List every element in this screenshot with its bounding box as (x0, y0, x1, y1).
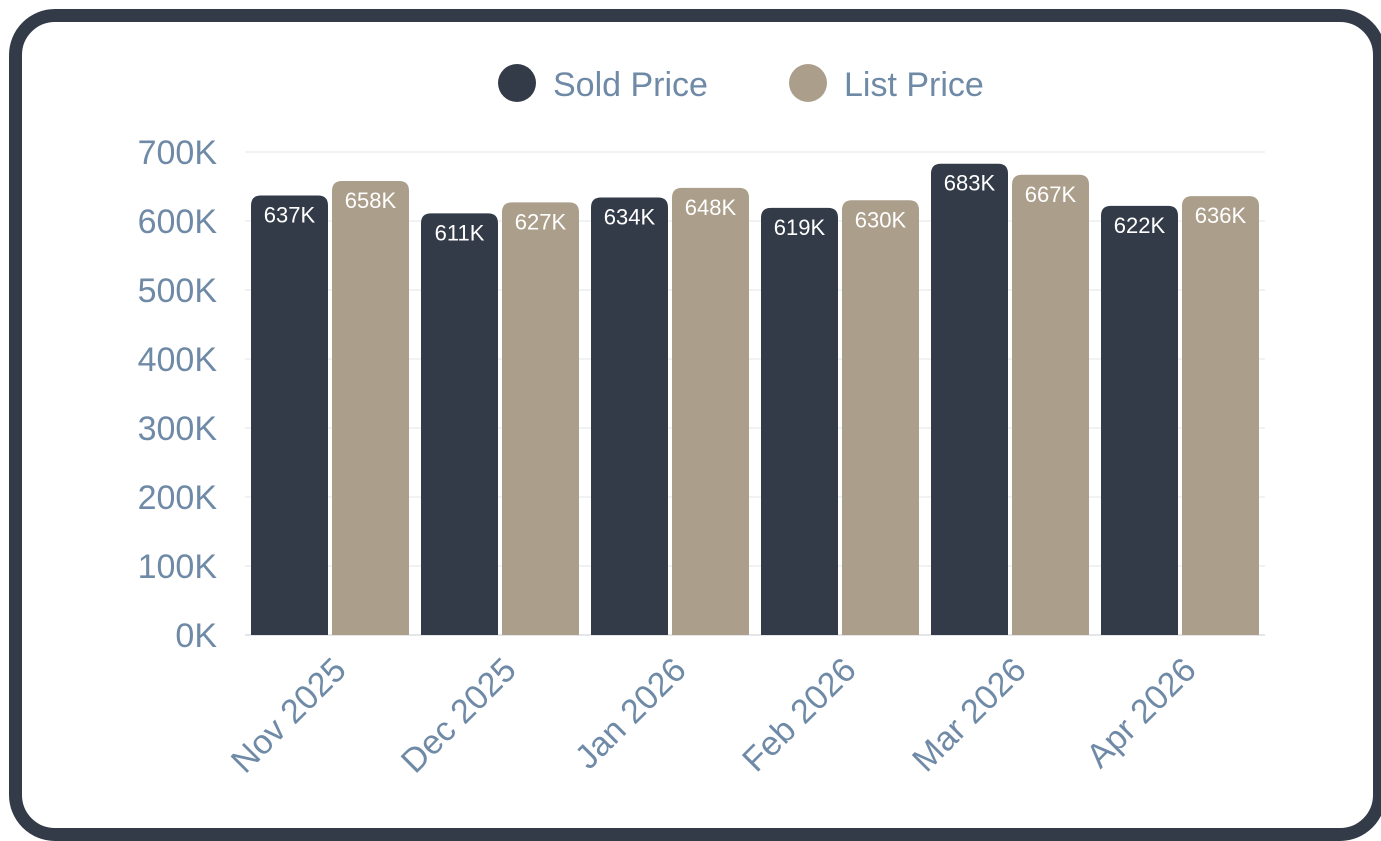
legend-item-sold-price: Sold Price (498, 64, 708, 104)
legend-label-list-price: List Price (844, 66, 984, 104)
bar-data-label: 648K (685, 195, 737, 220)
bar-sold-price (761, 207, 838, 635)
x-tick-label: Apr 2026 (1079, 651, 1203, 775)
bar-sold-price (421, 213, 498, 635)
y-tick-label: 700K (138, 134, 218, 172)
y-tick-label: 100K (138, 548, 218, 586)
x-tick-label: Feb 2026 (735, 651, 863, 779)
y-tick-label: 500K (138, 272, 218, 310)
x-axis: Nov 2025 Dec 2025 Jan 2026 Feb 2026 Mar 2026… (224, 651, 1204, 781)
bar-data-label: 634K (604, 205, 656, 230)
bar-list-price (1012, 174, 1089, 635)
bar-data-label: 636K (1195, 203, 1247, 228)
y-tick-label: 300K (138, 410, 218, 448)
bar-list-price (1182, 196, 1259, 635)
bar-data-label: 630K (855, 207, 907, 232)
x-tick-label: Dec 2025 (394, 651, 524, 781)
x-tick-label: Mar 2026 (905, 651, 1033, 779)
y-axis: 0K 100K 200K 300K 400K 500K 600K 700K (138, 134, 218, 655)
legend-label-sold-price: Sold Price (553, 66, 708, 104)
bar-data-label: 658K (345, 188, 397, 213)
legend-swatch-sold-price (498, 64, 536, 102)
gridlines (245, 151, 1265, 636)
bar-list-price (502, 202, 579, 635)
bar-list-price (332, 180, 409, 636)
bar-data-label: 627K (515, 209, 567, 234)
bars: 637K 658K 611K 627K 634K 648K 619K 630K 683K 667K… (251, 163, 1259, 636)
y-tick-label: 600K (138, 203, 218, 241)
bar-sold-price (931, 163, 1008, 636)
legend-swatch-list-price (789, 64, 827, 102)
legend-item-list-price: List Price (789, 64, 984, 104)
bar-data-label: 667K (1025, 182, 1077, 207)
bar-data-label: 637K (264, 202, 316, 227)
y-tick-label: 400K (138, 341, 218, 379)
bar-list-price (672, 187, 749, 635)
bar-data-label: 622K (1114, 213, 1166, 238)
bar-sold-price (591, 197, 668, 636)
bar-list-price (842, 200, 919, 636)
bar-sold-price (1101, 205, 1178, 635)
y-tick-label: 200K (138, 479, 218, 517)
x-tick-label: Jan 2026 (568, 651, 694, 777)
bar-data-label: 619K (774, 215, 826, 240)
legend: Sold Price List Price (498, 64, 984, 104)
y-tick-label: 0K (175, 617, 217, 655)
bar-data-label: 611K (435, 220, 485, 245)
bar-data-label: 683K (944, 171, 996, 196)
x-tick-label: Nov 2025 (224, 651, 354, 781)
bar-sold-price (251, 195, 328, 635)
